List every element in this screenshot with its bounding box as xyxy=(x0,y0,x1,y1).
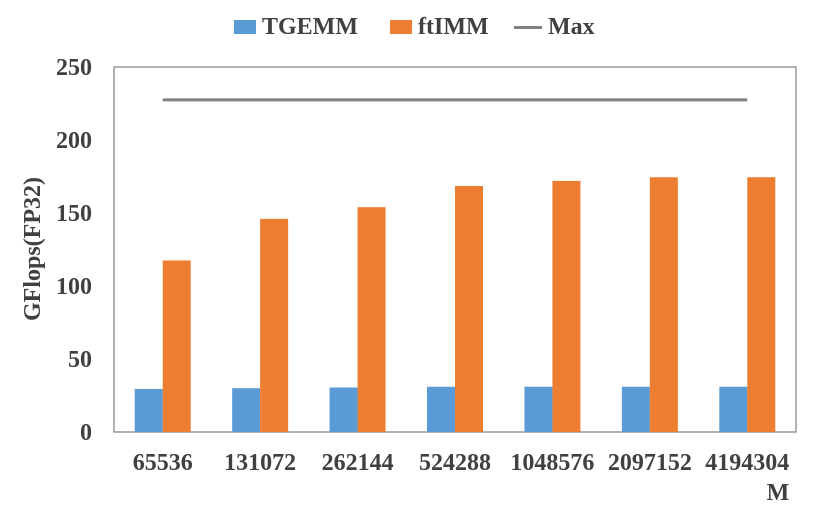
y-tick-label-100: 100 xyxy=(56,274,92,300)
x-tick-label-262144: 262144 xyxy=(322,450,394,476)
bar-tgemm-4194304 xyxy=(719,386,748,432)
x-tick-label-4194304: 4194304 xyxy=(705,450,789,476)
legend: TGEMM ftIMM Max xyxy=(0,12,830,42)
x-tick-label-131072: 131072 xyxy=(224,450,296,476)
bar-ftimm-524288 xyxy=(455,185,483,432)
bar-ftimm-262144 xyxy=(357,207,386,432)
bar-ftimm-65536 xyxy=(162,260,191,432)
bar-tgemm-262144 xyxy=(329,387,358,432)
bar-tgemm-524288 xyxy=(427,386,455,432)
legend-label-tgemm: TGEMM xyxy=(262,13,358,40)
legend-item-max: Max xyxy=(514,12,595,42)
y-tick-label-200: 200 xyxy=(56,128,92,154)
bar-ftimm-131072 xyxy=(260,218,289,432)
legend-swatch-max xyxy=(514,25,542,29)
bar-ftimm-2097152 xyxy=(649,177,678,432)
x-tick-label-524288: 524288 xyxy=(419,450,491,476)
bar-tgemm-2097152 xyxy=(621,386,650,432)
y-tick-label-250: 250 xyxy=(56,55,92,81)
y-tick-label-150: 150 xyxy=(56,201,92,227)
legend-swatch-tgemm xyxy=(234,20,256,34)
y-axis-label: GFlops(FP32) xyxy=(20,177,46,321)
x-axis-label: M xyxy=(767,480,790,506)
bar-ftimm-4194304 xyxy=(747,177,776,432)
legend-swatch-ftimm xyxy=(390,20,412,34)
x-tick-label-65536: 65536 xyxy=(133,450,193,476)
bar-ftimm-1048576 xyxy=(552,180,581,432)
y-tick-label-50: 50 xyxy=(68,347,92,373)
y-tick-label-0: 0 xyxy=(80,420,92,446)
legend-item-tgemm: TGEMM xyxy=(234,12,358,42)
legend-item-ftimm: ftIMM xyxy=(390,12,489,42)
bar-tgemm-131072 xyxy=(232,388,261,432)
x-tick-label-2097152: 2097152 xyxy=(608,450,692,476)
bar-tgemm-65536 xyxy=(134,388,163,432)
legend-label-max: Max xyxy=(548,13,595,40)
legend-label-ftimm: ftIMM xyxy=(418,13,489,40)
x-tick-label-1048576: 1048576 xyxy=(510,450,594,476)
bar-tgemm-1048576 xyxy=(524,386,553,432)
